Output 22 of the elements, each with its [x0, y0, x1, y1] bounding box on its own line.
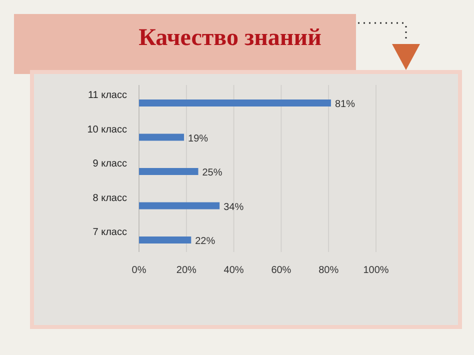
- data-label: 22%: [195, 236, 216, 247]
- data-label: 34%: [224, 202, 244, 213]
- bar: [139, 100, 331, 106]
- data-label: 25%: [202, 168, 222, 178]
- x-tick-label: 0%: [132, 265, 146, 276]
- y-tick-label: 8 класс: [92, 192, 127, 204]
- x-tick-label: 60%: [271, 265, 292, 276]
- bar: [139, 202, 220, 210]
- bar: [139, 236, 192, 244]
- x-tick-label: 100%: [363, 265, 389, 276]
- y-tick-label: 10 класс: [87, 124, 127, 136]
- y-tick-label: 11 класс: [88, 90, 127, 101]
- y-tick-label: 7 класс: [92, 227, 127, 238]
- x-tick-label: 80%: [318, 265, 339, 276]
- data-label: 19%: [188, 133, 208, 144]
- y-tick-label: 9 класс: [92, 158, 127, 170]
- x-tick-label: 40%: [224, 265, 244, 276]
- bar: [139, 134, 184, 141]
- x-tick-label: 20%: [176, 265, 197, 276]
- bar: [139, 168, 198, 175]
- chart-title: Качество знаний: [138, 25, 322, 51]
- data-label: 81%: [334, 99, 356, 110]
